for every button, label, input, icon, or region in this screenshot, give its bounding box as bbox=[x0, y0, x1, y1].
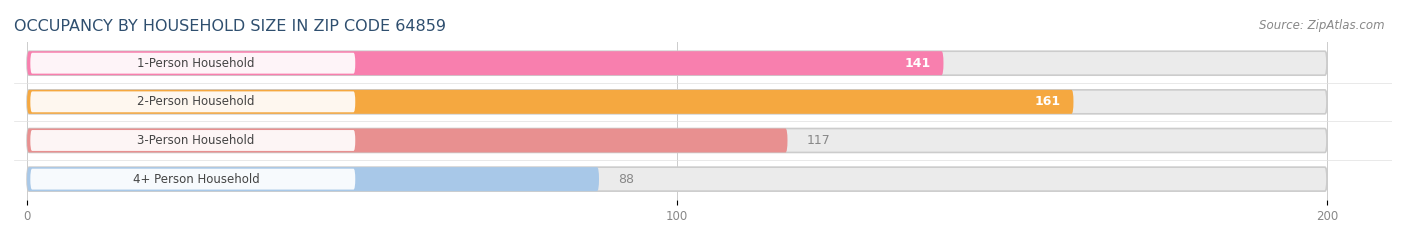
Text: 1-Person Household: 1-Person Household bbox=[138, 57, 254, 70]
FancyBboxPatch shape bbox=[27, 90, 1327, 114]
FancyBboxPatch shape bbox=[27, 51, 1327, 75]
FancyBboxPatch shape bbox=[27, 51, 943, 75]
FancyBboxPatch shape bbox=[27, 129, 1327, 152]
FancyBboxPatch shape bbox=[27, 167, 1327, 191]
Text: 88: 88 bbox=[619, 173, 634, 186]
Text: 117: 117 bbox=[807, 134, 831, 147]
Text: 4+ Person Household: 4+ Person Household bbox=[132, 173, 260, 186]
FancyBboxPatch shape bbox=[27, 90, 1073, 114]
Text: 141: 141 bbox=[904, 57, 931, 70]
Text: Source: ZipAtlas.com: Source: ZipAtlas.com bbox=[1260, 19, 1385, 32]
FancyBboxPatch shape bbox=[27, 167, 599, 191]
FancyBboxPatch shape bbox=[27, 129, 787, 152]
FancyBboxPatch shape bbox=[31, 91, 356, 112]
FancyBboxPatch shape bbox=[31, 169, 356, 190]
FancyBboxPatch shape bbox=[31, 53, 356, 74]
Text: 161: 161 bbox=[1035, 95, 1060, 108]
Text: 2-Person Household: 2-Person Household bbox=[138, 95, 254, 108]
Text: 3-Person Household: 3-Person Household bbox=[138, 134, 254, 147]
Text: OCCUPANCY BY HOUSEHOLD SIZE IN ZIP CODE 64859: OCCUPANCY BY HOUSEHOLD SIZE IN ZIP CODE … bbox=[14, 19, 446, 34]
FancyBboxPatch shape bbox=[31, 130, 356, 151]
